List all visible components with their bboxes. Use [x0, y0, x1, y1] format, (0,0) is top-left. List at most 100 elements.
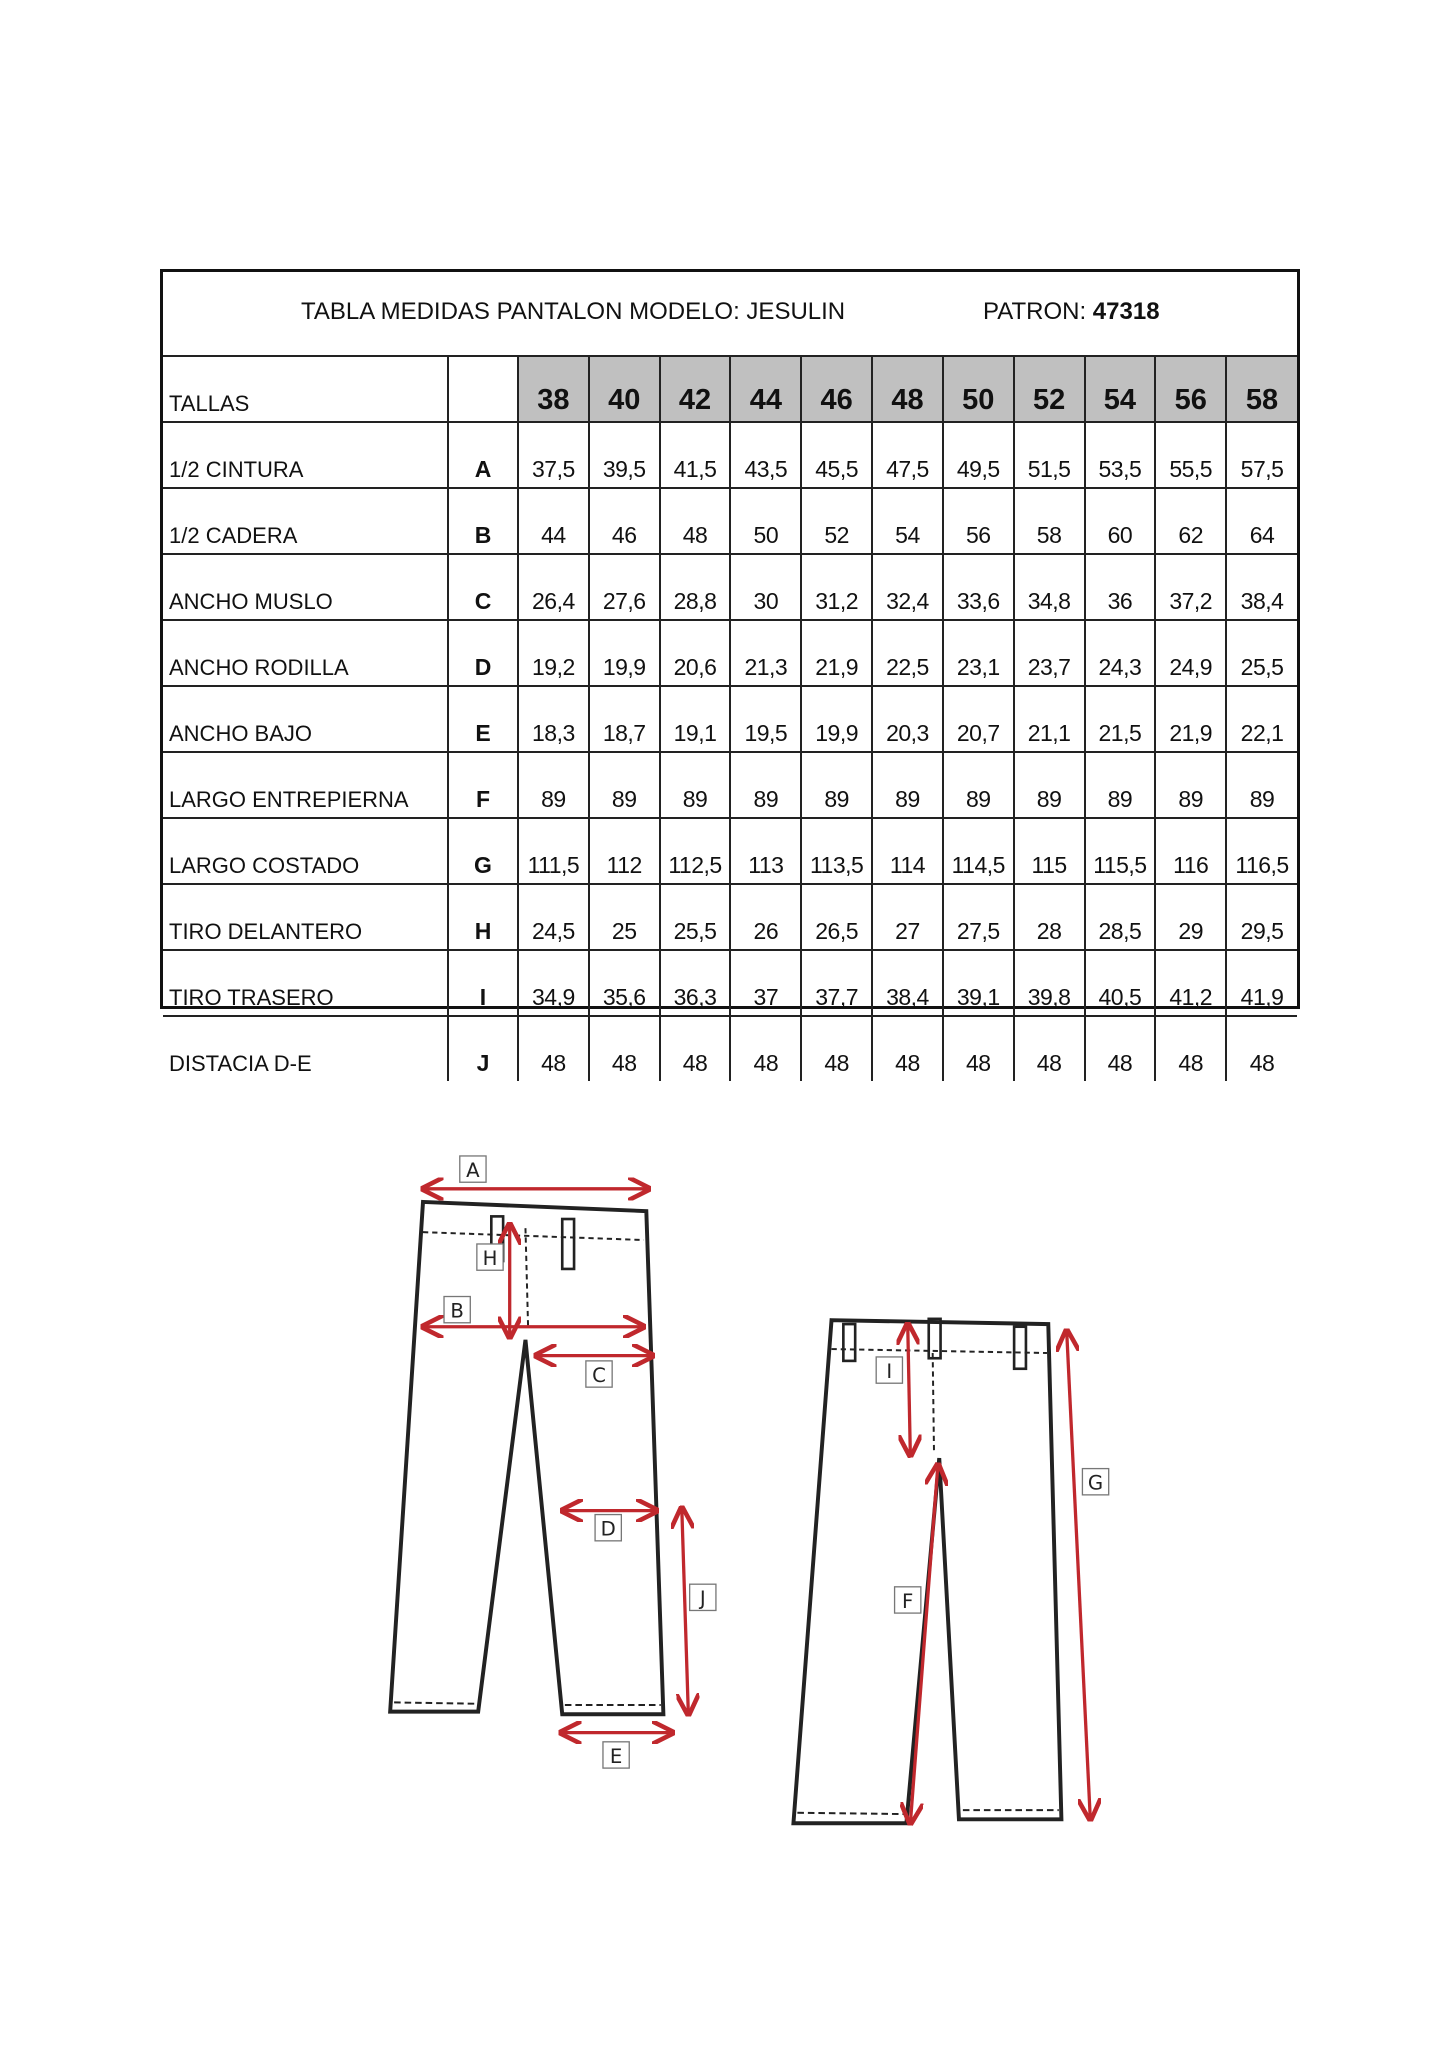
measurement-value: 28,5 [1083, 883, 1157, 951]
table-row: LARGO ENTREPIERNA F 89 89 89 89 89 89 89 89 89 89 89 [163, 751, 1297, 819]
measurement-value: 37,5 [517, 421, 590, 489]
measurement-value: 34,9 [517, 949, 590, 1017]
measurement-value: 60 [1083, 487, 1157, 555]
measurement-letter: I [447, 949, 519, 1017]
measurement-value: 29,5 [1225, 883, 1297, 951]
measurement-value: 53,5 [1083, 421, 1157, 489]
patron-value: 47318 [1092, 298, 1160, 325]
measurement-letter: F [447, 751, 519, 819]
table-row: ANCHO RODILLA D 19,2 19,9 20,6 21,3 21,9 22,5 23… [163, 619, 1297, 687]
measurement-value: 27,6 [587, 553, 661, 621]
chart-title: TABLA MEDIDAS PANTALON MODELO: JESULIN [301, 298, 846, 325]
measurement-value: 21,1 [1012, 685, 1086, 753]
measurement-value: 58 [1012, 487, 1086, 555]
patron-label: PATRON: [983, 298, 1087, 325]
measurement-value: 112 [587, 817, 661, 885]
table-row: 1/2 CINTURA A 37,5 39,5 41,5 43,5 45,5 47,5 49,5… [163, 421, 1297, 489]
measurement-value: 112,5 [658, 817, 732, 885]
measurement-letter: A [447, 421, 519, 489]
label-box-h [476, 1243, 504, 1271]
measurement-value: 89 [517, 751, 590, 819]
measurement-value: 89 [871, 751, 944, 819]
measurement-value: 48 [800, 1015, 874, 1081]
size-label: TALLAS [163, 357, 449, 423]
label-box-g [1081, 1467, 1110, 1496]
measurement-value: 48 [1083, 1015, 1157, 1081]
measurement-value: 64 [1225, 487, 1297, 555]
measurement-name: LARGO ENTREPIERNA [163, 751, 449, 819]
measurement-value: 48 [871, 1015, 944, 1081]
label-box-c [585, 1360, 613, 1388]
measurement-value: 57,5 [1225, 421, 1297, 489]
measurement-value: 48 [658, 487, 732, 555]
measurement-value: 19,1 [658, 685, 732, 753]
table-row: LARGO COSTADO G 111,5 112 112,5 113 113,5 114 11… [163, 817, 1297, 885]
arrow-f [910, 1465, 938, 1824]
measurement-value: 89 [1083, 751, 1157, 819]
measurement-value: 49,5 [941, 421, 1015, 489]
measurement-value: 28 [1012, 883, 1086, 951]
table-row: TIRO TRASERO I 34,9 35,6 36,3 37 37,7 38,4 39,1 3… [163, 949, 1297, 1017]
label-a: A [466, 1159, 480, 1182]
measurement-value: 48 [729, 1015, 803, 1081]
measurement-letter: J [447, 1015, 519, 1081]
measurement-name: DISTACIA D-E [163, 1015, 449, 1081]
measurement-value: 25,5 [658, 883, 732, 951]
measurement-value: 21,5 [1083, 685, 1157, 753]
measurement-letter: E [447, 685, 519, 753]
measurement-value: 19,9 [587, 619, 661, 687]
label-box-f [893, 1586, 922, 1614]
measurement-value: 23,7 [1012, 619, 1086, 687]
label-box-j [689, 1583, 717, 1612]
measurement-value: 89 [729, 751, 803, 819]
measurement-value: 47,5 [871, 421, 944, 489]
size-chart: TABLA MEDIDAS PANTALON MODELO: JESULIN P… [160, 269, 1300, 1081]
measurement-value: 18,3 [517, 685, 590, 753]
measurement-value: 37 [729, 949, 803, 1017]
measurement-value: 44 [517, 487, 590, 555]
measurement-value: 89 [941, 751, 1015, 819]
measurement-value: 26,5 [800, 883, 874, 951]
label-box-a [459, 1155, 487, 1183]
label-d: D [601, 1518, 616, 1541]
size-header: 40 [587, 357, 661, 423]
measurement-value: 22,5 [871, 619, 944, 687]
measurement-value: 115,5 [1083, 817, 1157, 885]
measurement-value: 18,7 [587, 685, 661, 753]
measurement-value: 89 [1012, 751, 1086, 819]
measurement-value: 113 [729, 817, 803, 885]
measurement-value: 24,5 [517, 883, 590, 951]
measurement-value: 37,2 [1154, 553, 1228, 621]
measurement-letter: B [447, 487, 519, 555]
size-header: 56 [1154, 357, 1228, 423]
measurement-value: 111,5 [517, 817, 590, 885]
size-header: 50 [941, 357, 1015, 423]
measurement-name: 1/2 CINTURA [163, 421, 449, 489]
label-h: H [483, 1247, 498, 1270]
measurement-value: 39,8 [1012, 949, 1086, 1017]
measurement-value: 35,6 [587, 949, 661, 1017]
measurement-value: 114 [871, 817, 944, 885]
arrow-g [1067, 1331, 1091, 1820]
size-header: 48 [871, 357, 944, 423]
table-row: DISTACIA D-E J 48 48 48 48 48 48 48 48 48 48 48 [163, 1015, 1297, 1081]
measurement-value: 25 [587, 883, 661, 951]
measurement-value: 48 [587, 1015, 661, 1081]
measurement-value: 41,5 [658, 421, 732, 489]
measurement-value: 62 [1154, 487, 1228, 555]
table-row: TIRO DELANTERO H 24,5 25 25,5 26 26,5 27 27,5 28 2… [163, 883, 1297, 951]
measurement-value: 115 [1012, 817, 1086, 885]
measurement-letter: C [447, 553, 519, 621]
sizes-row: TALLAS 38 40 42 44 46 48 50 52 54 56 58 [163, 357, 1297, 423]
measurement-value: 39,1 [941, 949, 1015, 1017]
table-row: ANCHO MUSLO C 26,4 27,6 28,8 30 31,2 32,4 33,6 34… [163, 553, 1297, 621]
arrow-i [908, 1324, 911, 1455]
measurement-value: 19,2 [517, 619, 590, 687]
measurement-value: 89 [1154, 751, 1228, 819]
measurement-name: TIRO DELANTERO [163, 883, 449, 951]
measurement-value: 41,2 [1154, 949, 1228, 1017]
label-e: E [610, 1745, 622, 1768]
measurement-value: 48 [1154, 1015, 1228, 1081]
measurement-value: 27,5 [941, 883, 1015, 951]
size-header: 52 [1012, 357, 1086, 423]
